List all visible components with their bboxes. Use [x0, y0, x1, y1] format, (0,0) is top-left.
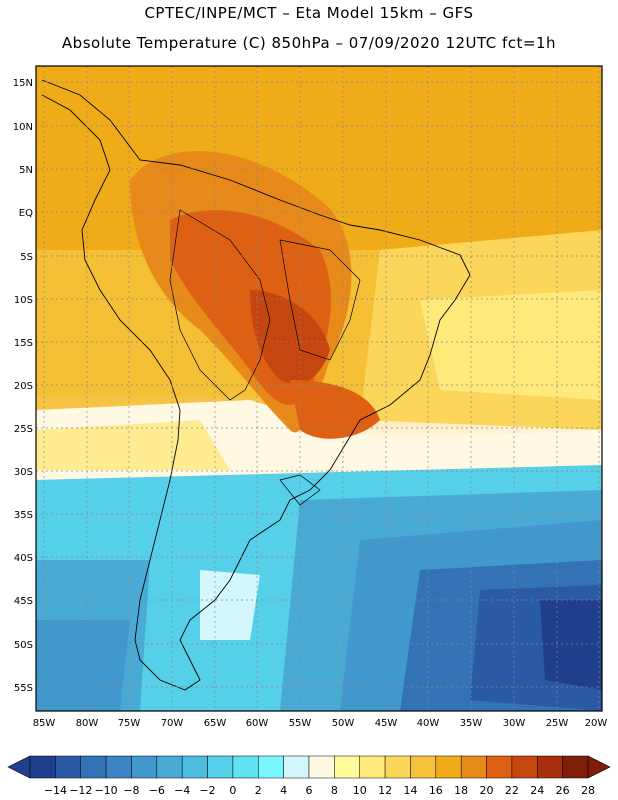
colorbar-label: 20 [480, 784, 494, 797]
colorbar-cell [562, 755, 589, 779]
lat-label: 5S [20, 252, 33, 263]
lon-label: 50W [332, 718, 355, 729]
colorbar-cell [486, 755, 513, 779]
colorbar-cell [131, 755, 158, 779]
colorbar-label: 16 [429, 784, 443, 797]
colorbar-cell [29, 755, 56, 779]
lat-label: 30S [14, 467, 33, 478]
lat-label: 40S [14, 553, 33, 564]
lat-label: EQ [19, 208, 33, 219]
lon-label: 80W [76, 718, 99, 729]
lat-lon-grid [36, 66, 602, 711]
lon-label: 60W [246, 718, 269, 729]
lon-label: 40W [417, 718, 440, 729]
colorbar-label: 2 [255, 784, 262, 797]
colorbar-label: −12 [69, 784, 92, 797]
colorbar-label: 22 [505, 784, 519, 797]
colorbar-label: 24 [530, 784, 544, 797]
colorbar-label: 0 [229, 784, 236, 797]
colorbar-label: 26 [556, 784, 570, 797]
lon-label: 45W [375, 718, 398, 729]
colorbar-cell [283, 755, 310, 779]
colorbar-label: 18 [454, 784, 468, 797]
colorbar-label: −14 [44, 784, 67, 797]
lat-label: 10S [14, 295, 33, 306]
colorbar-cell [334, 755, 360, 779]
lat-label: 15S [14, 338, 33, 349]
colorbar-high-arrow [587, 755, 611, 779]
lon-label: 25W [546, 718, 569, 729]
lat-label: 10N [13, 122, 33, 133]
colorbar-cell [460, 755, 487, 779]
colorbar-label: 8 [331, 784, 338, 797]
colorbar-label: −6 [149, 784, 165, 797]
coastline [41, 79, 471, 691]
colorbar-cell [105, 755, 132, 779]
colorbar-label: 4 [280, 784, 287, 797]
colorbar-cells [29, 755, 589, 779]
colorbar-low-arrow [7, 755, 31, 779]
colorbar-cell [359, 755, 386, 779]
colorbar-label: 14 [403, 784, 417, 797]
lon-label: 55W [289, 718, 312, 729]
colorbar-cell [308, 755, 335, 779]
colorbar-label: −2 [199, 784, 215, 797]
colorbar-cell [55, 755, 81, 779]
colorbar-label: 10 [353, 784, 367, 797]
lat-label: 45S [14, 596, 33, 607]
colorbar-cell [537, 755, 563, 779]
colorbar-cell [232, 755, 259, 779]
colorbar-label: 28 [581, 784, 595, 797]
colorbar-cell [435, 755, 462, 779]
colorbar-cell [511, 755, 538, 779]
latitude-labels: 15N 10N 5N EQ 5S 10S 15S 20S 25S 30S 35S… [13, 78, 33, 694]
lat-label: 25S [14, 424, 33, 435]
colorbar-cell [410, 755, 437, 779]
colorbar-label: 6 [306, 784, 313, 797]
colorbar-cell [80, 755, 107, 779]
colorbar-label: 12 [378, 784, 392, 797]
lat-label: 20S [14, 381, 33, 392]
lat-label: 55S [14, 683, 33, 694]
lon-label: 75W [118, 718, 141, 729]
colorbar-label: −4 [174, 784, 190, 797]
lon-label: 65W [204, 718, 227, 729]
map-title-line1: CPTEC/INPE/MCT – Eta Model 15km – GFS [144, 4, 474, 22]
lat-label: 50S [14, 640, 33, 651]
colorbar-cell [207, 755, 234, 779]
colorbar: −14 −12 −10 −8 −6 −4 −2 0 2 4 6 8 10 12 14 16 18 20 22 24 26… [7, 755, 611, 797]
lat-label: 15N [13, 78, 33, 89]
colorbar-cell [181, 755, 208, 779]
map-title-line2: Absolute Temperature (C) 850hPa – 07/09/… [61, 34, 557, 52]
longitude-labels: 85W 80W 75W 70W 65W 60W 55W 50W 45W 40W … [33, 718, 608, 729]
colorbar-cell [258, 755, 284, 779]
lon-label: 20W [585, 718, 608, 729]
lat-label: 5N [19, 165, 33, 176]
colorbar-label: −8 [123, 784, 139, 797]
lon-label: 85W [33, 718, 56, 729]
lon-label: 35W [460, 718, 483, 729]
lat-label: 35S [14, 510, 33, 521]
colorbar-cell [156, 755, 183, 779]
lon-label: 70W [161, 718, 184, 729]
plot-frame [35, 65, 603, 712]
lon-label: 30W [503, 718, 526, 729]
temperature-field [36, 66, 602, 711]
colorbar-cell [384, 755, 411, 779]
colorbar-label: −10 [94, 784, 117, 797]
colorbar-labels: −14 −12 −10 −8 −6 −4 −2 0 2 4 6 8 10 12 14 16 18 20 22 24 26… [44, 784, 595, 797]
